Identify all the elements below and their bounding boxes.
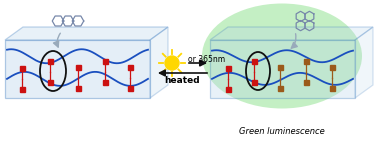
Bar: [48, 59, 53, 64]
Bar: [330, 65, 335, 70]
Text: Green luminescence: Green luminescence: [239, 127, 325, 136]
Bar: [102, 80, 107, 85]
Text: heated: heated: [164, 76, 200, 85]
Polygon shape: [210, 40, 355, 98]
Bar: [76, 65, 81, 70]
Bar: [277, 86, 282, 91]
Bar: [251, 80, 257, 85]
Polygon shape: [355, 27, 373, 98]
Polygon shape: [210, 27, 373, 40]
Polygon shape: [5, 27, 168, 40]
Bar: [20, 66, 25, 71]
Bar: [277, 65, 282, 70]
Text: or 365nm: or 365nm: [188, 55, 225, 64]
Bar: [102, 59, 107, 64]
Bar: [304, 59, 308, 64]
Polygon shape: [5, 40, 150, 98]
Bar: [226, 87, 231, 92]
Bar: [127, 65, 133, 70]
Bar: [20, 87, 25, 92]
Circle shape: [165, 56, 179, 70]
Bar: [251, 59, 257, 64]
Bar: [48, 80, 53, 85]
Bar: [226, 66, 231, 71]
Bar: [304, 80, 308, 85]
Bar: [127, 86, 133, 91]
Ellipse shape: [202, 3, 362, 109]
Bar: [330, 86, 335, 91]
Bar: [76, 86, 81, 91]
Polygon shape: [150, 27, 168, 98]
